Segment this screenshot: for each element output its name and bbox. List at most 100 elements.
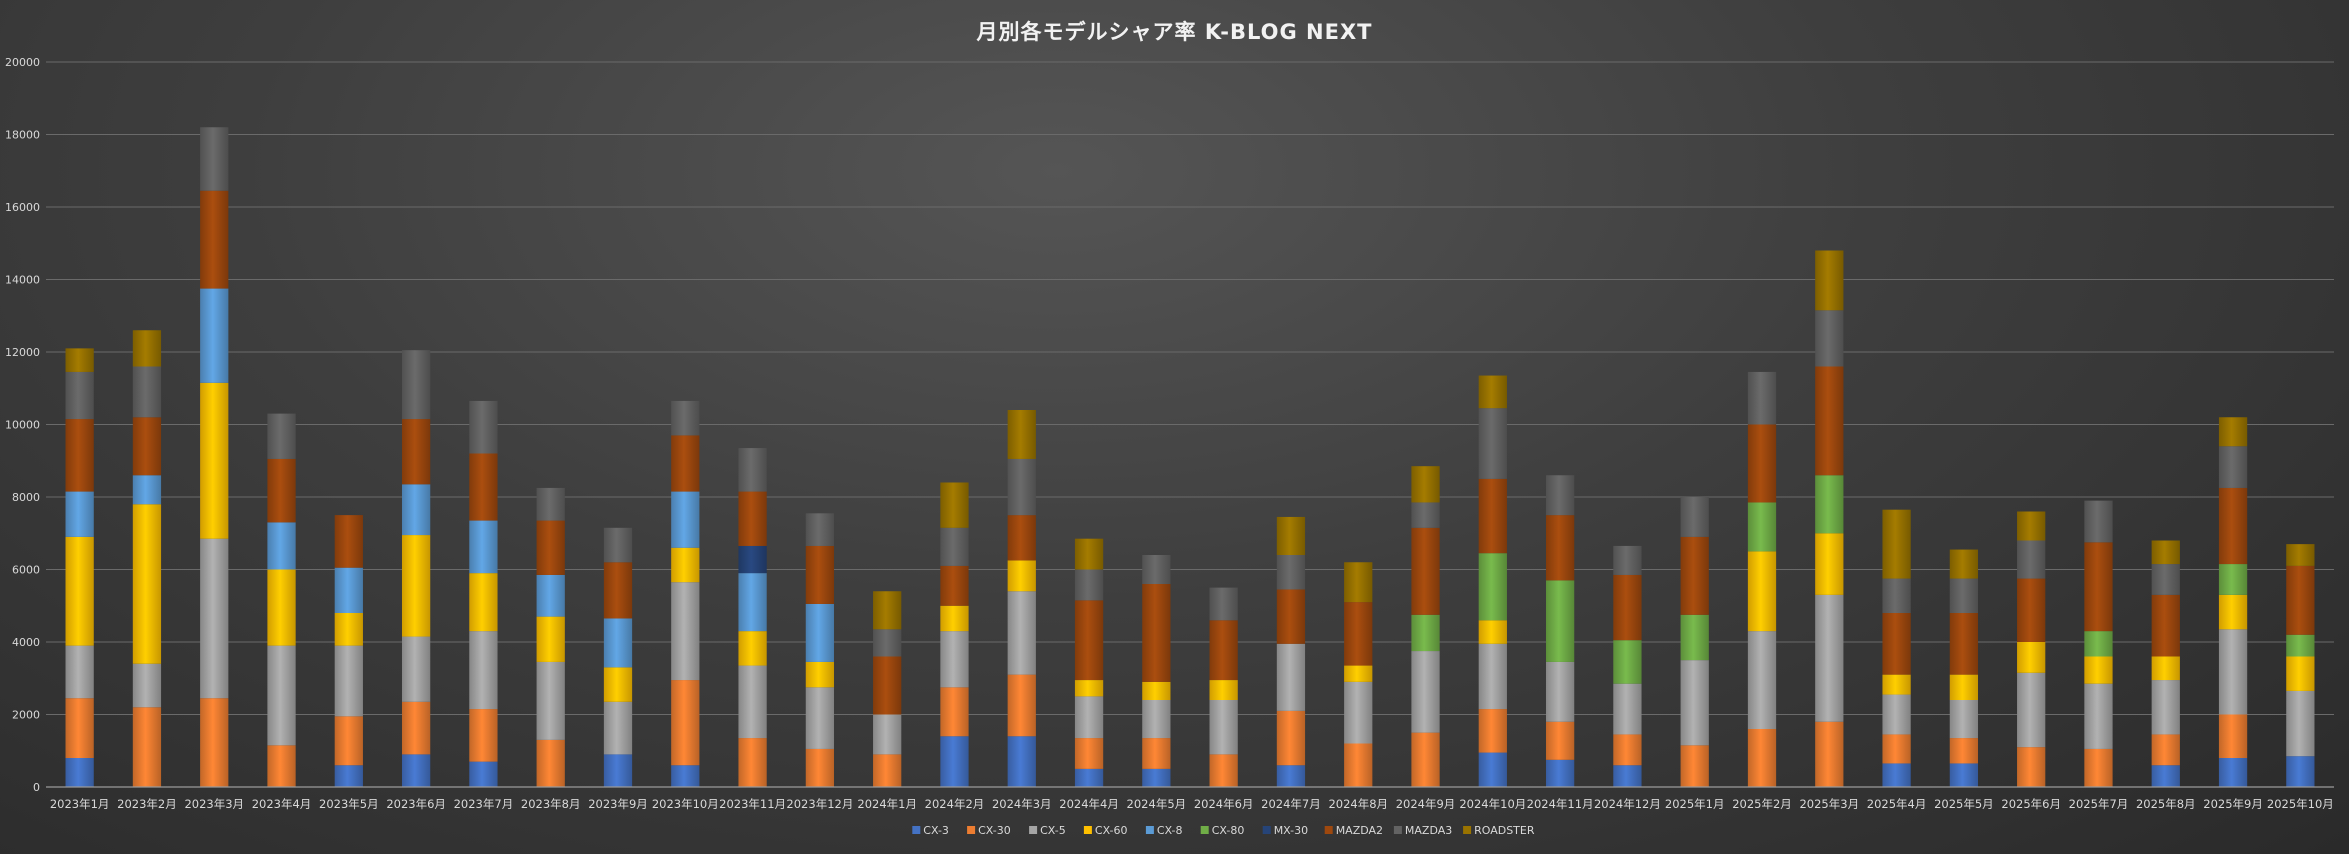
- bar-stack: [1074, 538, 1104, 787]
- bar-segment-cx-60: [1747, 551, 1777, 632]
- bar-segment-cx-30: [1545, 721, 1575, 760]
- bar-segment-cx-60: [1142, 681, 1171, 700]
- bar-segment-cx-3: [2286, 756, 2315, 787]
- bar-segment-roadster: [940, 482, 969, 528]
- x-tick-label: 2024年12月: [1594, 797, 1661, 811]
- bar-segment-cx-5: [603, 701, 633, 755]
- bar-segment-mazda3: [1949, 578, 1979, 613]
- bar-segment-cx-60: [1949, 674, 1979, 700]
- bar-segment-cx-30: [469, 709, 498, 762]
- bar-stack: [738, 448, 767, 787]
- x-tick-label: 2023年11月: [719, 797, 786, 811]
- bar-segment-cx-5: [1411, 651, 1440, 733]
- bar-segment-mazda2: [1545, 515, 1575, 581]
- bar-segment-mazda2: [805, 545, 835, 604]
- bar-segment-mazda3: [267, 413, 296, 459]
- bar-segment-mazda2: [603, 562, 633, 619]
- bar-segment-cx-5: [2084, 683, 2113, 749]
- chart-title: 月別各モデルシャア率 K-BLOG NEXT: [976, 20, 1373, 44]
- bar-segment-roadster: [1344, 562, 1373, 603]
- bar-segment-cx-8: [805, 603, 835, 662]
- x-tick-label: 2025年7月: [2069, 797, 2129, 811]
- x-tick-label: 2024年7月: [1261, 797, 1321, 811]
- bar-segment-cx-5: [1949, 700, 1979, 739]
- y-tick-label: 8000: [12, 491, 40, 504]
- bar-segment-cx-8: [401, 484, 431, 536]
- bar-segment-cx-60: [401, 535, 431, 637]
- bar-stack: [2084, 500, 2113, 787]
- bar-segment-roadster: [2218, 417, 2248, 447]
- bar-segment-cx-60: [2286, 656, 2315, 691]
- bar-segment-cx-30: [1680, 745, 1709, 787]
- legend: CX-3 CX-30 CX-5 CX-60 CX-8 CX-80 MX-30 MAZDA2 MA…: [912, 824, 1535, 837]
- bar-segment-mazda2: [2084, 542, 2113, 632]
- x-axis-tick-labels: 2023年1月 2023年2月 2023年3月 2023年4月 2023年5月 2023年…: [50, 797, 2334, 811]
- bar-segment-cx-3: [1949, 763, 1979, 787]
- bar-segment-mazda2: [1882, 613, 1911, 675]
- x-tick-label: 2024年8月: [1328, 797, 1388, 811]
- bar-segment-cx-3: [401, 754, 431, 787]
- bar-segment-cx-80: [2218, 564, 2248, 595]
- bar-stack: [603, 527, 633, 787]
- bar-stack: [1545, 475, 1575, 787]
- bar-segment-cx-3: [469, 761, 498, 787]
- bar-stacks: [65, 127, 2315, 787]
- bar-segment-cx-30: [2218, 714, 2248, 758]
- bar-segment-cx-30: [1344, 743, 1373, 787]
- gridlines: [46, 61, 2334, 715]
- bar-segment-cx-8: [132, 475, 162, 505]
- y-tick-label: 18000: [5, 129, 40, 142]
- bar-segment-cx-60: [2218, 594, 2248, 630]
- bar-segment-cx-30: [1747, 729, 1777, 787]
- bar-segment-cx-5: [536, 661, 565, 740]
- x-tick-label: 2024年4月: [1059, 797, 1119, 811]
- bar-segment-cx-5: [940, 631, 969, 688]
- x-tick-label: 2023年4月: [252, 797, 312, 811]
- legend-label: CX-80: [1212, 824, 1245, 837]
- bar-stack: [401, 350, 431, 787]
- bar-stack: [469, 400, 498, 787]
- bar-stack: [805, 513, 835, 787]
- bar-segment-mazda2: [2017, 578, 2046, 642]
- x-tick-label: 2025年1月: [1665, 797, 1725, 811]
- bar-segment-mazda2: [1478, 478, 1507, 554]
- bar-segment-mazda2: [469, 453, 498, 521]
- x-tick-label: 2024年9月: [1396, 797, 1456, 811]
- bar-segment-cx-5: [1478, 643, 1507, 710]
- legend-swatch: [1029, 826, 1038, 834]
- legend-label: CX-8: [1157, 824, 1183, 837]
- bar-segment-mazda2: [873, 656, 902, 715]
- bar-segment-mazda3: [2084, 500, 2113, 543]
- bar-segment-cx-60: [536, 616, 565, 662]
- legend-label: ROADSTER: [1474, 824, 1535, 837]
- legend-label: MAZDA2: [1336, 824, 1383, 837]
- bar-segment-mazda2: [2286, 565, 2315, 635]
- bar-segment-cx-5: [805, 687, 835, 749]
- bar-segment-cx-3: [2218, 758, 2248, 787]
- bar-segment-cx-8: [200, 288, 229, 383]
- bar-segment-mazda2: [132, 417, 162, 476]
- bar-segment-cx-80: [1747, 502, 1777, 552]
- bar-segment-cx-30: [1882, 734, 1911, 764]
- bar-segment-cx-30: [1478, 709, 1507, 753]
- bar-segment-roadster: [873, 591, 902, 630]
- bar-segment-cx-5: [200, 538, 229, 699]
- bar-segment-cx-3: [2151, 765, 2180, 787]
- x-tick-label: 2025年4月: [1867, 797, 1927, 811]
- x-tick-label: 2023年12月: [786, 797, 853, 811]
- bar-segment-cx-3: [671, 765, 700, 787]
- bar-segment-mazda2: [738, 491, 767, 546]
- bar-segment-mazda2: [1344, 602, 1373, 666]
- bar-segment-cx-5: [738, 665, 767, 739]
- x-tick-label: 2024年2月: [925, 797, 985, 811]
- bar-segment-mazda2: [1815, 366, 1844, 476]
- bar-segment-cx-5: [1209, 700, 1238, 755]
- bar-stack: [1478, 375, 1507, 787]
- y-tick-label: 6000: [12, 564, 40, 577]
- x-tick-label: 2023年9月: [588, 797, 648, 811]
- bar-segment-mazda3: [1074, 569, 1104, 601]
- bar-stack: [2017, 511, 2046, 787]
- bar-segment-mazda3: [738, 448, 767, 492]
- bar-segment-mazda3: [1680, 497, 1709, 537]
- bar-segment-roadster: [2286, 544, 2315, 566]
